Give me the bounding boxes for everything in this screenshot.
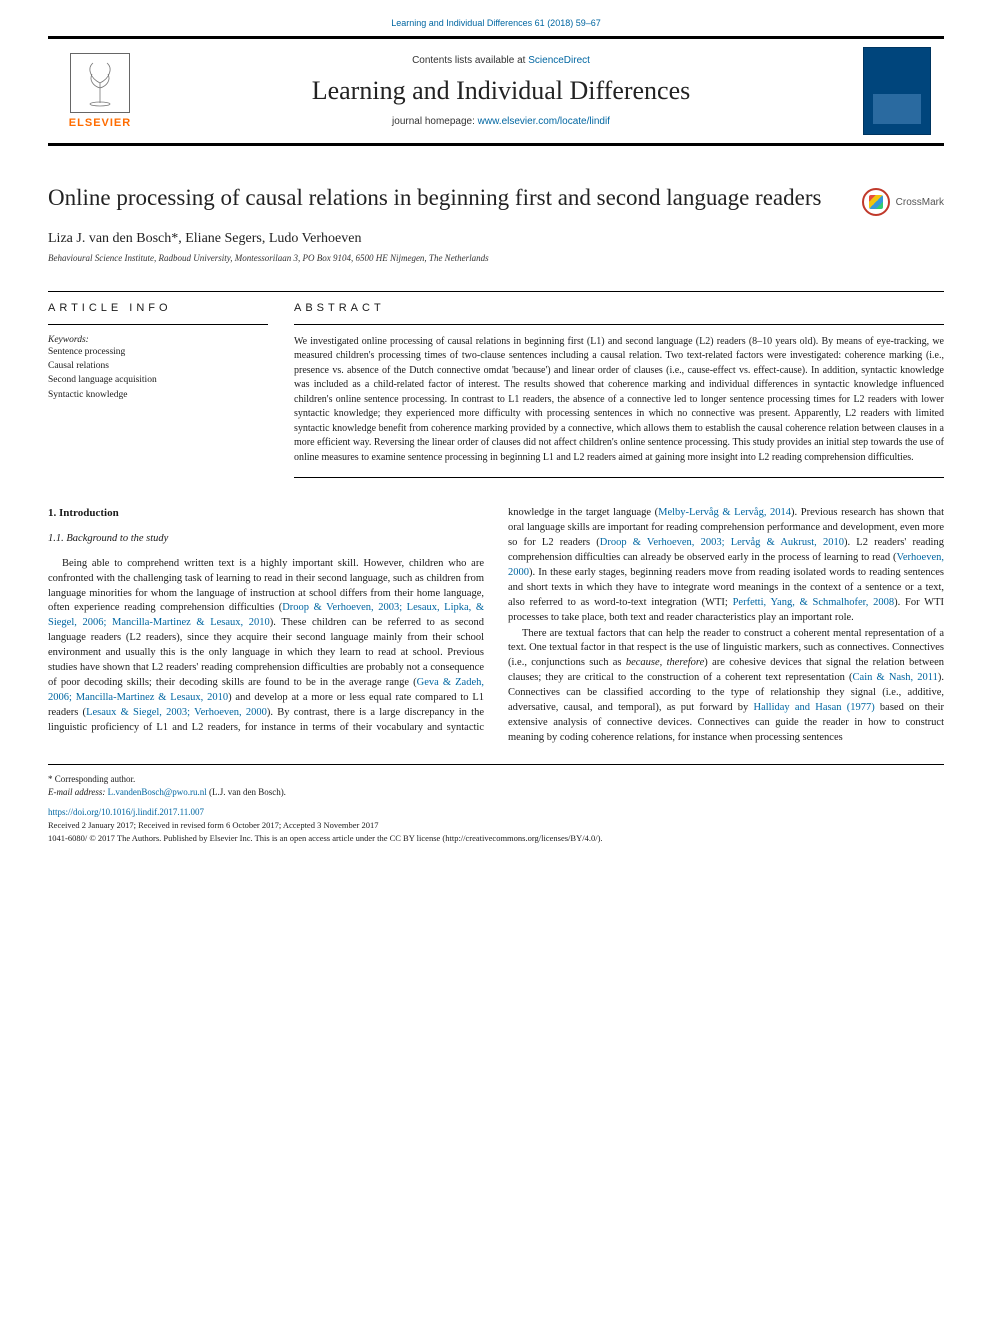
crossmark-icon [862,188,890,216]
masthead: ELSEVIER Contents lists available at Sci… [48,36,944,146]
elsevier-tree-icon [70,53,130,113]
email-label: E-mail address: [48,787,108,797]
crossmark-label: CrossMark [896,197,944,208]
article-info-column: ARTICLE INFO Keywords: Sentence processi… [48,291,268,479]
citation-link[interactable]: Melby-Lervåg & Lervåg, 2014 [658,507,791,518]
citation-link[interactable]: Lesaux & Siegel, 2003; Verhoeven, 2000 [86,707,267,718]
body-text: 1. Introduction 1.1. Background to the s… [48,506,944,746]
homepage-line: journal homepage: www.elsevier.com/locat… [146,116,856,127]
article-history: Received 2 January 2017; Received in rev… [48,819,944,832]
abstract-heading: ABSTRACT [294,292,944,325]
contents-prefix: Contents lists available at [412,55,528,66]
body-paragraph: There are textual factors that can help … [508,627,944,746]
article-title: Online processing of causal relations in… [48,184,838,213]
homepage-prefix: journal homepage: [392,116,478,127]
abstract-text: We investigated online processing of cau… [294,335,944,479]
corresponding-author: * Corresponding author. [48,773,944,787]
citation-link[interactable]: Halliday and Hasan (1977) [754,702,875,713]
email-line: E-mail address: L.vandenBosch@pwo.ru.nl … [48,786,944,800]
publisher-label: ELSEVIER [69,117,131,129]
affiliation: Behavioural Science Institute, Radboud U… [48,253,944,263]
article-header: Online processing of causal relations in… [48,184,944,213]
doi-link[interactable]: https://doi.org/10.1016/j.lindif.2017.11… [48,806,944,820]
italic-terms: because, therefore [626,657,704,668]
keywords-list: Sentence processing Causal relations Sec… [48,345,268,402]
article-info-heading: ARTICLE INFO [48,292,268,325]
journal-cover-thumbnail [863,47,931,135]
homepage-link[interactable]: www.elsevier.com/locate/lindif [478,116,610,127]
info-block: ARTICLE INFO Keywords: Sentence processi… [48,291,944,479]
running-header: Learning and Individual Differences 61 (… [0,0,992,36]
contents-line: Contents lists available at ScienceDirec… [146,55,856,66]
copyright: 1041-6080/ © 2017 The Authors. Published… [48,832,944,845]
citation-link[interactable]: Cain & Nash, 2011 [853,672,938,683]
abstract-column: ABSTRACT We investigated online processi… [294,291,944,479]
section-heading: 1. Introduction [48,506,484,522]
email-suffix: (L.J. van den Bosch). [207,787,286,797]
author-list: Liza J. van den Bosch*, Eliane Segers, L… [48,231,944,247]
footer: * Corresponding author. E-mail address: … [48,764,944,845]
sciencedirect-link[interactable]: ScienceDirect [528,55,590,66]
email-link[interactable]: L.vandenBosch@pwo.ru.nl [108,787,207,797]
journal-name: Learning and Individual Differences [146,76,856,106]
keywords-label: Keywords: [48,335,268,345]
citation-link[interactable]: Droop & Verhoeven, 2003; Lervåg & Aukrus… [600,537,844,548]
masthead-right [856,39,938,143]
crossmark-widget[interactable]: CrossMark [862,188,944,216]
publisher-block: ELSEVIER [54,39,146,143]
masthead-center: Contents lists available at ScienceDirec… [146,55,856,127]
subsection-heading: 1.1. Background to the study [48,532,484,547]
citation-link[interactable]: Perfetti, Yang, & Schmalhofer, 2008 [733,597,895,608]
